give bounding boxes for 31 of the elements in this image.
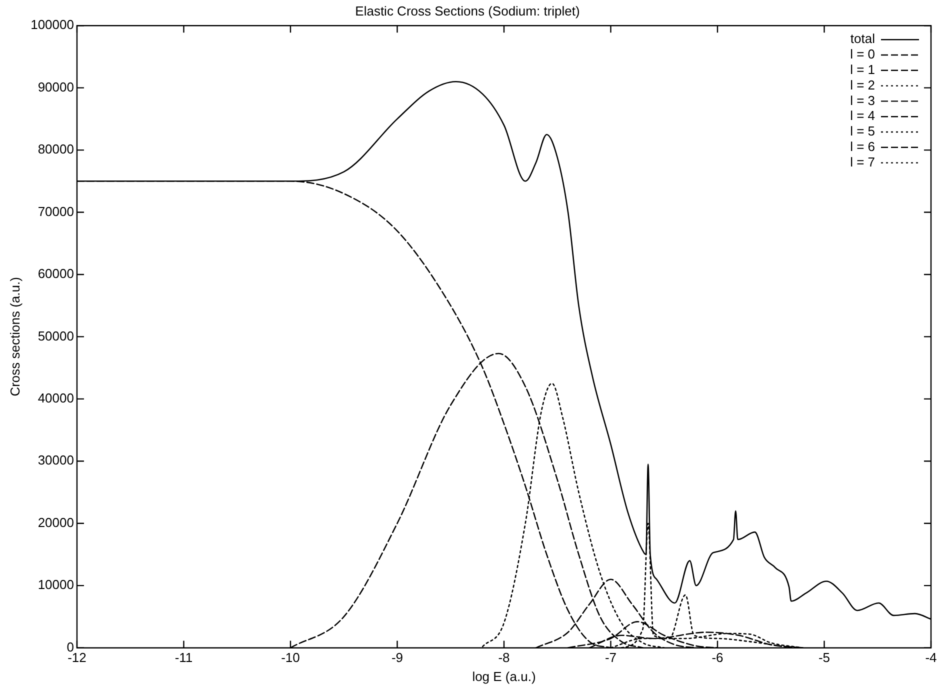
legend-label: l = 3 [850, 92, 875, 108]
x-tick-label: -9 [391, 650, 404, 666]
legend-label: l = 0 [850, 46, 875, 62]
y-tick-label: 40000 [38, 390, 74, 406]
x-tick-label: -6 [712, 650, 724, 666]
legend-label: l = 5 [850, 124, 875, 139]
x-tick-label: -5 [818, 650, 830, 666]
y-tick-label: 30000 [38, 452, 74, 468]
x-tick-label: -8 [498, 650, 510, 666]
legend-label: total [850, 31, 876, 46]
x-axis-title: log E (a.u.) [472, 668, 536, 684]
legend-label: l = 4 [850, 108, 875, 124]
y-tick-label: 20000 [38, 514, 74, 530]
legend-label: l = 1 [850, 62, 875, 77]
y-axis-title: Cross sections (a.u.) [7, 277, 22, 396]
y-tick-label: 90000 [38, 79, 74, 94]
y-tick-label: 0 [66, 639, 74, 654]
x-tick-label: -10 [281, 650, 300, 666]
x-tick-label: -4 [925, 650, 937, 666]
y-tick-label: 80000 [38, 142, 74, 157]
y-tick-label: 10000 [38, 577, 74, 592]
legend-label: l = 6 [850, 138, 875, 154]
chart-title: Elastic Cross Sections (Sodium: triplet) [355, 3, 580, 18]
y-tick-label: 100000 [30, 17, 74, 32]
legend-label: l = 2 [850, 77, 875, 92]
y-tick-label: 70000 [38, 204, 74, 219]
y-tick-label: 50000 [38, 328, 74, 344]
x-tick-label: -7 [604, 650, 617, 666]
x-tick-label: -11 [174, 650, 193, 666]
legend-label: l = 7 [850, 154, 875, 170]
y-tick-label: 60000 [38, 266, 74, 282]
